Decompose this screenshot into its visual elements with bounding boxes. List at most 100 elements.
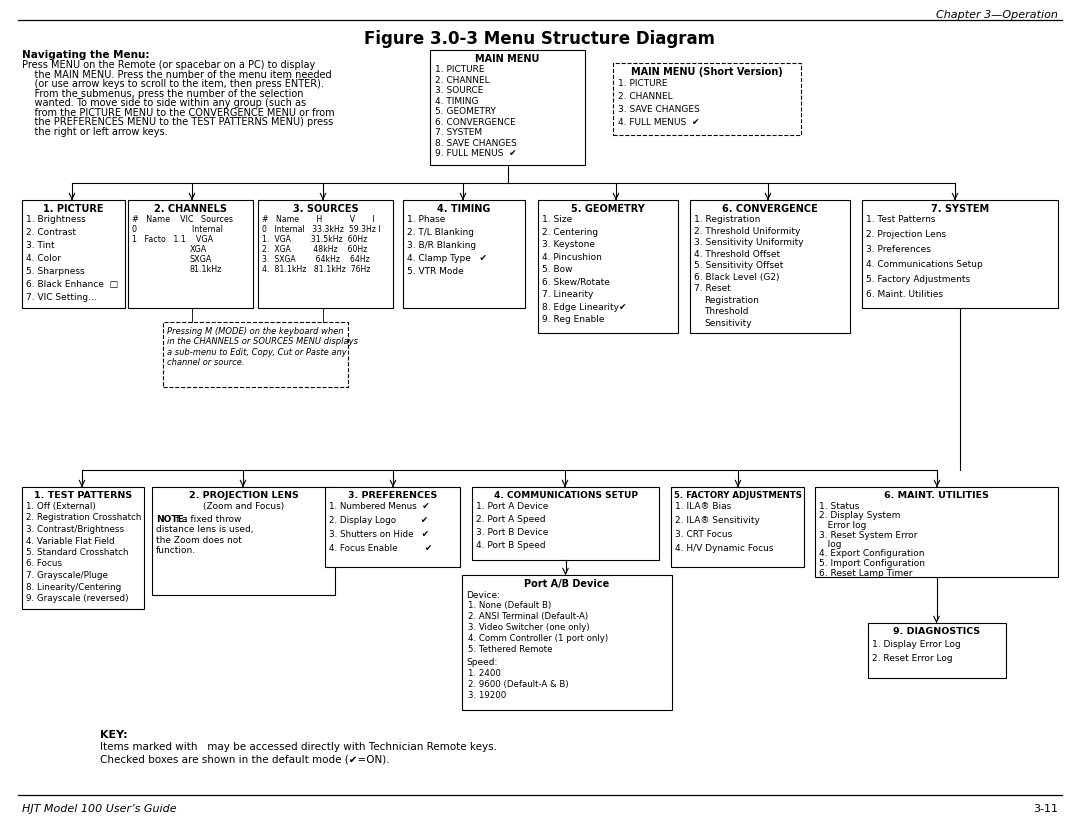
Text: 5. Sharpness: 5. Sharpness [26, 267, 84, 276]
Text: 4. Port B Speed: 4. Port B Speed [476, 541, 545, 550]
Text: 3.  SXGA        64kHz    64Hz: 3. SXGA 64kHz 64Hz [262, 255, 369, 264]
Text: 1. 2400: 1. 2400 [468, 669, 501, 678]
Text: 4. Communications Setup: 4. Communications Setup [866, 260, 983, 269]
Bar [868, 623, 1005, 678]
Bar [22, 487, 144, 609]
Bar [258, 200, 393, 308]
Text: 7. VIC Setting...: 7. VIC Setting... [26, 293, 97, 302]
Text: 3. CRT Focus: 3. CRT Focus [675, 530, 732, 539]
Text: 2. Projection Lens: 2. Projection Lens [866, 230, 946, 239]
Text: HJT Model 100 User’s Guide: HJT Model 100 User’s Guide [22, 804, 177, 814]
Text: 3. PREFERENCES: 3. PREFERENCES [348, 491, 437, 500]
Text: 6. CONVERGENCE: 6. CONVERGENCE [723, 204, 818, 214]
Text: 2. Display System: 2. Display System [819, 511, 901, 520]
Text: KEY:: KEY: [100, 730, 127, 740]
Text: 1. Display Error Log: 1. Display Error Log [872, 640, 961, 649]
Text: 2. T/L Blanking: 2. T/L Blanking [407, 228, 474, 237]
Text: 1. Brightness: 1. Brightness [26, 215, 85, 224]
Text: 8. Edge Linearity✔: 8. Edge Linearity✔ [542, 303, 626, 312]
Text: 5. GEOMETRY: 5. GEOMETRY [435, 107, 496, 116]
Text: Registration: Registration [704, 295, 759, 304]
Text: 1. Registration: 1. Registration [694, 215, 760, 224]
Text: 5. Sensitivity Offset: 5. Sensitivity Offset [694, 261, 783, 270]
Text: 2. Registration Crosshatch: 2. Registration Crosshatch [26, 514, 141, 522]
Bar [152, 487, 335, 595]
Text: Pressing M (MODE) on the keyboard when
in the CHANNELS or SOURCES MENU displays
: Pressing M (MODE) on the keyboard when i… [167, 327, 357, 367]
Text: SXGA: SXGA [190, 255, 213, 264]
Text: 0   Internal   33.3kHz  59.3Hz I: 0 Internal 33.3kHz 59.3Hz I [262, 225, 380, 234]
Text: 4. Export Configuration: 4. Export Configuration [819, 550, 924, 559]
Text: 3. Video Switcher (one only): 3. Video Switcher (one only) [468, 623, 590, 632]
Bar [403, 200, 525, 308]
Text: 6. Reset Lamp Timer: 6. Reset Lamp Timer [819, 569, 913, 577]
Text: 3. Port B Device: 3. Port B Device [476, 528, 549, 537]
Text: 2. 9600 (Default-A & B): 2. 9600 (Default-A & B) [468, 680, 569, 689]
Text: log: log [819, 540, 841, 549]
Text: 3. Shutters on Hide   ✔: 3. Shutters on Hide ✔ [329, 530, 429, 539]
Text: 3. Tint: 3. Tint [26, 241, 55, 250]
Text: 3-11: 3-11 [1032, 804, 1058, 814]
Text: 4. Variable Flat Field: 4. Variable Flat Field [26, 536, 114, 545]
Text: 3. Sensitivity Uniformity: 3. Sensitivity Uniformity [694, 238, 804, 247]
Text: Speed:: Speed: [465, 658, 498, 667]
Text: 5. Tethered Remote: 5. Tethered Remote [468, 645, 553, 654]
Text: the PREFERENCES MENU to the TEST PATTERNS MENU) press: the PREFERENCES MENU to the TEST PATTERN… [22, 117, 334, 127]
Text: 9. Reg Enable: 9. Reg Enable [542, 315, 605, 324]
Text: 3. Contrast/Brightness: 3. Contrast/Brightness [26, 525, 124, 534]
Text: 8. SAVE CHANGES: 8. SAVE CHANGES [435, 138, 516, 148]
Text: 4. TIMING: 4. TIMING [435, 97, 478, 105]
Text: Press MENU on the Remote (or spacebar on a PC) to display: Press MENU on the Remote (or spacebar on… [22, 60, 315, 70]
Text: 6. CONVERGENCE: 6. CONVERGENCE [435, 118, 516, 127]
Text: 9. DIAGNOSTICS: 9. DIAGNOSTICS [893, 627, 981, 636]
Text: 5. Bow: 5. Bow [542, 265, 572, 274]
Text: 5. Standard Crosshatch: 5. Standard Crosshatch [26, 548, 129, 557]
Text: Threshold: Threshold [704, 307, 748, 316]
Text: 7. SYSTEM: 7. SYSTEM [931, 204, 989, 214]
Bar [815, 487, 1058, 577]
Text: 4. FULL MENUS  ✔: 4. FULL MENUS ✔ [618, 118, 700, 127]
Text: 3. SOURCE: 3. SOURCE [435, 86, 484, 95]
Text: 1.  VGA        31.5kHz  60Hz: 1. VGA 31.5kHz 60Hz [262, 235, 367, 244]
Text: 4. Focus Enable          ✔: 4. Focus Enable ✔ [329, 544, 432, 553]
Bar [690, 200, 850, 333]
Text: 4. Color: 4. Color [26, 254, 60, 263]
Text: 2. Contrast: 2. Contrast [26, 228, 76, 237]
Text: If a fixed throw
distance lens is used,
the Zoom does not
function.: If a fixed throw distance lens is used, … [156, 515, 254, 555]
Text: 2. Threshold Uniformity: 2. Threshold Uniformity [694, 227, 800, 235]
Text: 7. Grayscale/Pluge: 7. Grayscale/Pluge [26, 571, 108, 580]
Text: 2. Centering: 2. Centering [542, 228, 598, 237]
Text: 4. COMMUNICATIONS SETUP: 4. COMMUNICATIONS SETUP [494, 491, 637, 500]
Text: 1   Facto   1.1    VGA: 1 Facto 1.1 VGA [132, 235, 213, 244]
Text: 1. ILA® Bias: 1. ILA® Bias [675, 502, 731, 511]
Bar [163, 322, 348, 387]
Text: wanted. To move side to side within any group (such as: wanted. To move side to side within any … [22, 98, 306, 108]
Text: 3. Preferences: 3. Preferences [866, 245, 931, 254]
Text: 5. Factory Adjustments: 5. Factory Adjustments [866, 275, 970, 284]
Bar [472, 487, 659, 560]
Text: 1. PICTURE: 1. PICTURE [618, 79, 667, 88]
Bar [613, 63, 801, 135]
Text: 3. Keystone: 3. Keystone [542, 240, 595, 249]
Bar [671, 487, 804, 567]
Text: 6. Black Level (G2): 6. Black Level (G2) [694, 273, 780, 282]
Bar [430, 50, 585, 165]
Text: 6. Skew/Rotate: 6. Skew/Rotate [542, 278, 610, 287]
Text: MAIN MENU: MAIN MENU [475, 54, 540, 64]
Text: 3. 19200: 3. 19200 [468, 691, 507, 700]
Text: 3. SAVE CHANGES: 3. SAVE CHANGES [618, 105, 700, 114]
Text: 2. ILA® Sensitivity: 2. ILA® Sensitivity [675, 516, 760, 525]
Text: Device:: Device: [465, 591, 500, 600]
Text: 1. Numbered Menus  ✔: 1. Numbered Menus ✔ [329, 502, 430, 511]
Text: #   Name       H           V       I: # Name H V I [262, 215, 375, 224]
Text: 1. Off (External): 1. Off (External) [26, 502, 96, 511]
Text: 8. Linearity/Centering: 8. Linearity/Centering [26, 582, 121, 591]
Text: From the submenus, press the number of the selection: From the submenus, press the number of t… [22, 88, 303, 98]
Text: 1. Size: 1. Size [542, 215, 572, 224]
Text: 4. TIMING: 4. TIMING [437, 204, 490, 214]
Text: 6. Black Enhance  □: 6. Black Enhance □ [26, 280, 118, 289]
Text: 3. SOURCES: 3. SOURCES [293, 204, 359, 214]
Text: Items marked with   may be accessed directly with Technician Remote keys.: Items marked with may be accessed direct… [100, 742, 497, 752]
Text: 1. PICTURE: 1. PICTURE [435, 65, 485, 74]
Text: 4. Threshold Offset: 4. Threshold Offset [694, 249, 780, 259]
Text: Error log: Error log [819, 521, 866, 530]
